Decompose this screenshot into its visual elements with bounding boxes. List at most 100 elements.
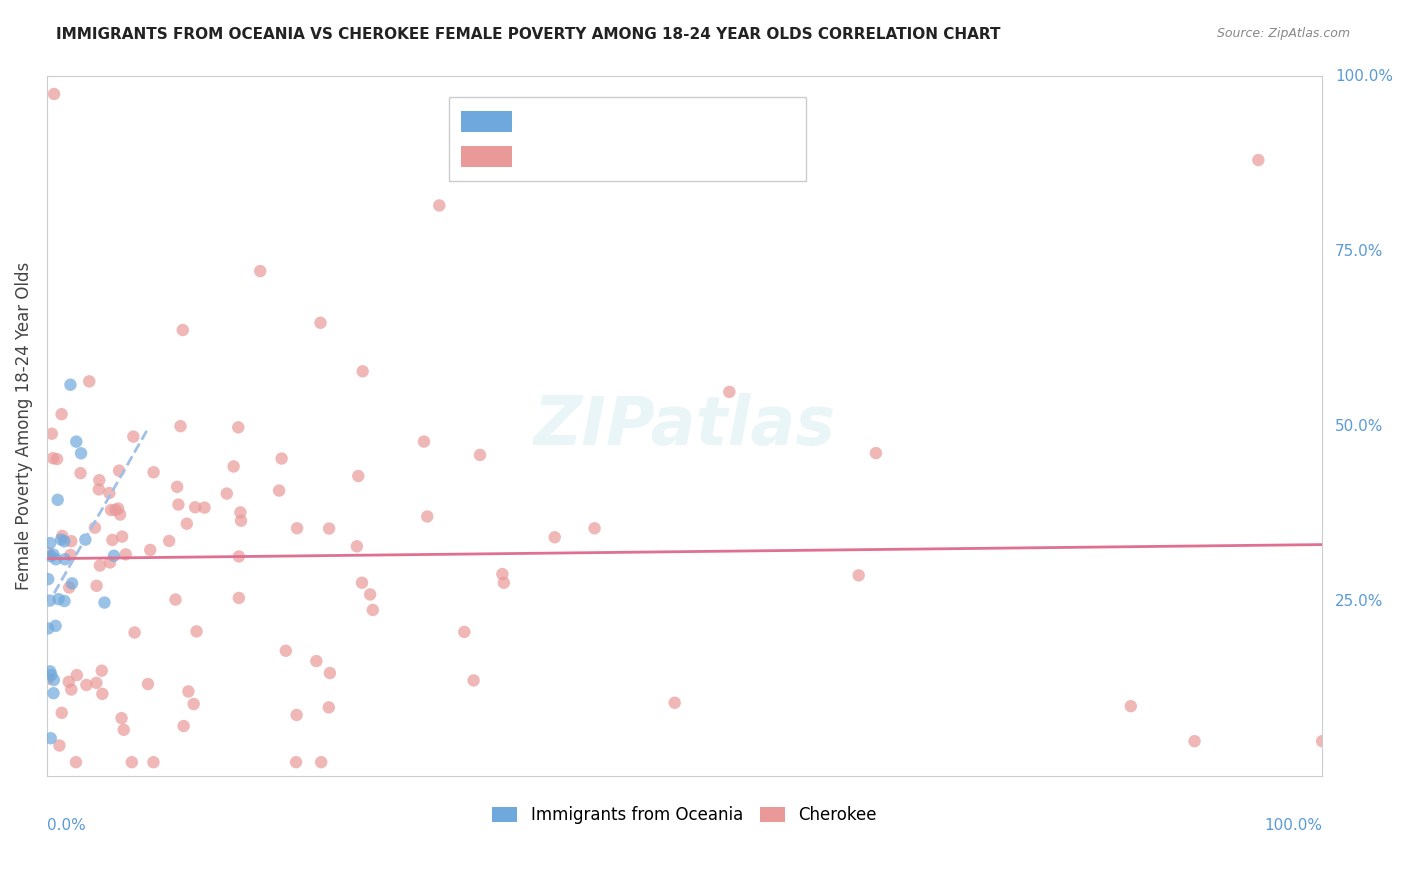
Point (89, 473, 111, 487)
Y-axis label: Female Poverty Among 18-24 Year Olds: Female Poverty Among 18-24 Year Olds (15, 262, 32, 591)
Point (100, 503, 122, 517)
Point (285, 708, 308, 723)
Point (66, 668, 89, 682)
Text: 0.0%: 0.0% (46, 818, 86, 833)
Point (167, 498, 190, 512)
Point (41, 426, 63, 441)
Point (89, 558, 111, 573)
Point (70, 446, 93, 460)
Text: R = 0.296: R = 0.296 (524, 147, 609, 166)
Text: 100.0%: 100.0% (1334, 69, 1393, 84)
Point (60, 576, 83, 591)
Point (37, 572, 59, 586)
Point (108, 464, 131, 478)
Text: 100.0%: 100.0% (1264, 818, 1322, 833)
Point (42, 686, 65, 700)
Point (463, 673, 485, 688)
Point (90, 664, 112, 678)
Point (142, 465, 165, 479)
Point (45, 619, 67, 633)
Point (453, 624, 475, 639)
Point (75, 533, 97, 547)
Point (98, 486, 121, 500)
Point (468, 448, 491, 462)
Point (427, 198, 450, 212)
Point (318, 522, 340, 536)
Point (39, 549, 62, 563)
Point (183, 697, 205, 711)
Point (49, 533, 72, 547)
Point (1184, 734, 1206, 748)
Point (75, 678, 97, 692)
Point (346, 539, 368, 553)
Point (173, 719, 195, 733)
Point (91, 687, 114, 701)
Point (352, 364, 374, 378)
Point (46, 452, 69, 467)
Point (112, 723, 135, 737)
Point (103, 549, 125, 563)
Point (122, 429, 145, 443)
Point (157, 533, 180, 548)
Point (350, 575, 373, 590)
Point (110, 711, 132, 725)
Point (664, 696, 686, 710)
Point (416, 509, 439, 524)
Point (359, 587, 381, 601)
Point (42, 451, 65, 466)
Point (51, 407, 73, 421)
Text: R = 0.577: R = 0.577 (524, 112, 609, 130)
Point (59, 377, 82, 392)
Point (42, 673, 65, 687)
Point (215, 486, 238, 500)
FancyBboxPatch shape (449, 97, 806, 181)
Point (172, 323, 194, 337)
Point (46, 492, 69, 507)
Point (37, 622, 59, 636)
Point (229, 514, 252, 528)
Point (1247, 153, 1270, 167)
Point (274, 644, 297, 658)
Point (101, 533, 124, 547)
Text: 50.0%: 50.0% (1334, 418, 1384, 434)
Point (177, 684, 200, 698)
Point (87, 483, 110, 497)
Point (60, 682, 83, 697)
Point (59, 548, 82, 562)
Point (41, 668, 63, 682)
Text: N =  26: N = 26 (640, 112, 709, 130)
Point (51, 529, 73, 543)
FancyBboxPatch shape (461, 111, 512, 132)
Point (98, 556, 121, 570)
Point (38, 593, 60, 607)
Point (58, 581, 80, 595)
Point (229, 505, 252, 519)
Point (165, 592, 187, 607)
Point (186, 624, 208, 639)
Point (136, 677, 159, 691)
Point (65, 755, 87, 769)
Point (319, 666, 342, 681)
Point (491, 567, 513, 582)
Point (222, 459, 245, 474)
Point (1310, 734, 1333, 748)
Point (142, 755, 165, 769)
Point (42, 87, 65, 101)
Point (37, 672, 59, 686)
Point (60, 534, 83, 549)
Point (84, 521, 107, 535)
Point (166, 480, 188, 494)
Point (305, 654, 328, 668)
Point (45, 552, 67, 566)
Point (318, 700, 340, 714)
Text: Source: ZipAtlas.com: Source: ZipAtlas.com (1216, 27, 1350, 40)
Point (309, 316, 332, 330)
Point (37, 546, 59, 560)
Point (544, 530, 567, 544)
Text: N = 104: N = 104 (640, 147, 714, 166)
Point (285, 755, 308, 769)
Point (86, 579, 108, 593)
Point (108, 508, 131, 522)
Point (65, 434, 87, 449)
Point (228, 591, 250, 605)
